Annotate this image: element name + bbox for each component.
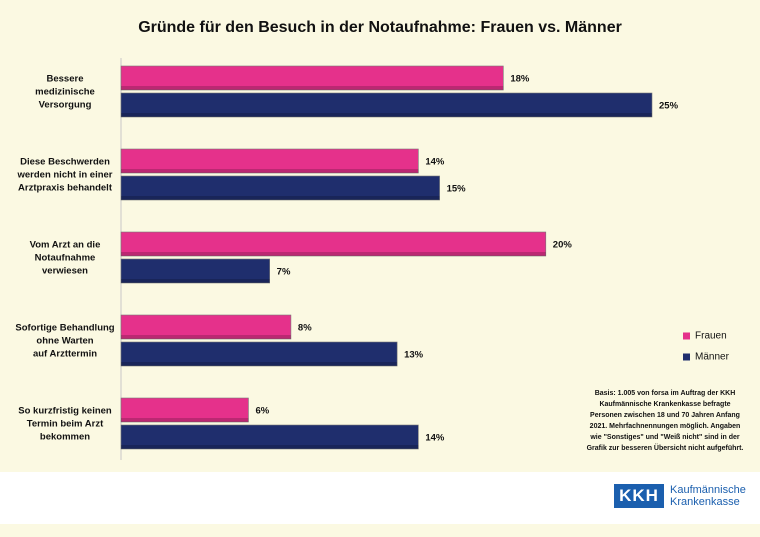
bar: [120, 314, 292, 340]
bar: [120, 65, 504, 91]
legend-label: Frauen: [695, 331, 727, 342]
chart-title: Gründe für den Besuch in der Notaufnahme…: [138, 19, 622, 36]
legend-label: Männer: [695, 352, 730, 363]
bar: [120, 231, 547, 257]
bar-shade: [121, 252, 546, 256]
bar-shade: [121, 418, 249, 422]
legend-swatch: [683, 332, 690, 340]
category-label: So kurzfristig keinen Termin beim Arzt b…: [18, 405, 112, 442]
value-label: 20%: [553, 240, 573, 251]
value-label: 6%: [255, 406, 269, 417]
value-label: 15%: [447, 184, 467, 195]
bar-shade: [121, 196, 440, 200]
value-label: 14%: [425, 157, 445, 168]
value-label: 13%: [404, 350, 424, 361]
bar: [120, 341, 398, 367]
legend-swatch: [683, 353, 690, 361]
value-label: 18%: [510, 74, 530, 85]
value-label: 7%: [277, 267, 291, 278]
bar-shade: [121, 279, 270, 283]
bar: [120, 148, 419, 174]
bar-shade: [121, 113, 652, 117]
bar-shade: [121, 445, 419, 449]
bar-shade: [121, 86, 504, 90]
value-label: 8%: [298, 323, 312, 334]
bar: [120, 92, 653, 118]
bar: [120, 397, 249, 423]
bar-shade: [121, 362, 398, 366]
value-label: 25%: [659, 101, 679, 112]
category-label: Bessere medizinische Versorgung: [35, 73, 95, 110]
logo-name: Kaufmännische Krankenkasse: [670, 484, 746, 508]
bar: [120, 175, 440, 201]
value-label: 14%: [425, 433, 445, 444]
category-label: Vom Arzt an die Notaufnahme verwiesen: [29, 239, 101, 276]
bar-shade: [121, 169, 419, 173]
category-label: Sofortige Behandlung ohne Warten auf Arz…: [15, 322, 115, 359]
bar-shade: [121, 335, 291, 339]
bar: [120, 424, 419, 450]
bar: [120, 258, 270, 284]
category-label: Diese Beschwerden werden nicht in einer …: [17, 156, 113, 193]
logo-mark: KKH: [614, 484, 664, 508]
note: Basis: 1.005 von forsa im Auftrag der KK…: [586, 390, 744, 452]
